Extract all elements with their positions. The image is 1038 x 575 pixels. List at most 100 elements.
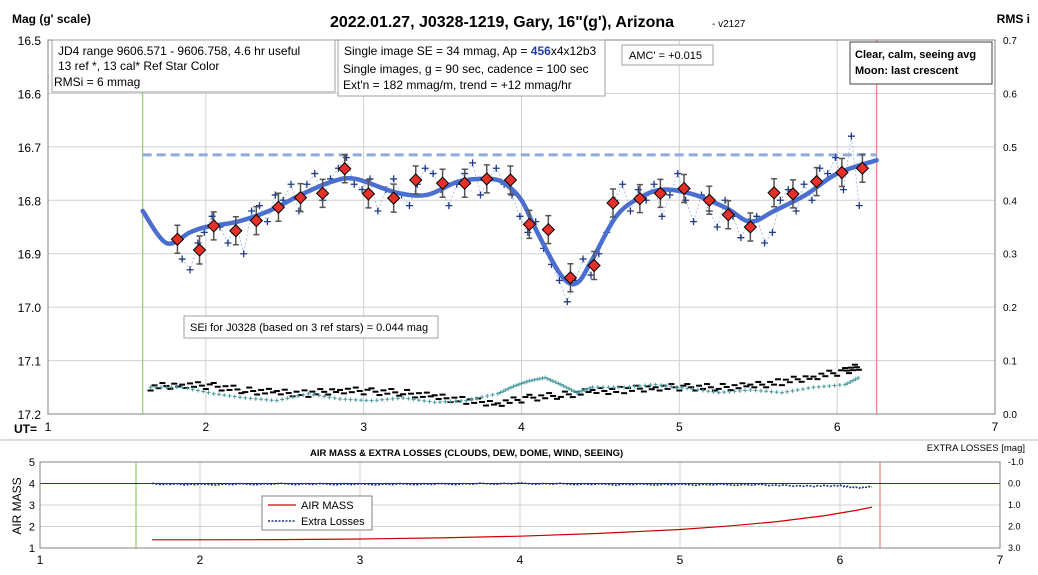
binned-average-point [767,186,781,200]
rms-target-mark [685,386,690,391]
binned-average-point [293,190,308,205]
rms-target-mark [385,397,390,402]
single-image-point [405,202,413,210]
rms-target-mark [632,384,637,389]
rms-target-mark [401,395,406,400]
top-y2-tick-label: 0.3 [1003,250,1017,261]
binned-average-point [503,173,518,187]
rms-target-mark [216,392,221,397]
legend-air-mass-label: AIR MASS [301,500,354,512]
rms-target-mark [359,398,364,403]
bottom-x-tick-label: 7 [997,553,1004,567]
rms-target-mark [458,398,463,403]
binned-average-point [587,258,601,273]
top-x-tick-label: 7 [992,420,999,434]
bottom-x-tick-label: 3 [357,553,364,567]
rms-target-mark [153,385,158,390]
rms-target-mark [190,387,195,392]
rms-target-mark [480,395,485,400]
rms-target-mark [185,386,190,391]
rms-target-mark [353,397,358,402]
top-y-tick-label: 16.5 [18,34,42,48]
top-y2-tick-label: 0.7 [1003,36,1017,47]
chart-version: - v2127 [712,19,746,30]
single-image-point [792,207,800,215]
rms-target-mark [537,376,542,381]
rms-target-mark [543,375,548,380]
rms-target-mark [850,378,855,383]
single-image-point [847,132,855,140]
bottom-plot-frame [39,461,1001,549]
binned-average-point [338,162,352,176]
rms-target-mark [582,387,587,392]
binned-average-point [435,176,450,190]
info-range-line3: RMSi = 6 mmag [54,75,140,89]
rms-target-mark [369,398,374,403]
binned-average-point [271,200,286,214]
binned-average-point [677,181,691,196]
bottom-tick-labels: 1 2 3 4 5 6 7 5 4 3 2 1 -1.0 0.0 1.0 2.0 3.0 [29,457,1024,567]
binned-average-point [563,271,578,285]
bottom-x-tick-label: 4 [517,553,524,567]
top-gridlines [48,40,995,414]
bottom-y2-tick-label: 2.0 [1008,522,1021,532]
top-x-tick-label: 2 [202,420,209,434]
bottom-y2-tick-label: -1.0 [1008,457,1024,467]
top-x-tick-label: 3 [360,420,367,434]
rms-target-mark [561,383,566,388]
rms-target-mark [503,387,508,392]
single-image-point [579,255,587,263]
bottom-y-tick-label: 5 [29,457,35,469]
rms-target-mark [390,396,395,401]
rms-target-mark [332,396,337,401]
single-image-point [808,196,816,204]
bottom-x-tick-label: 2 [197,553,204,567]
single-image-point [776,196,784,204]
single-image-point [178,255,186,263]
rms-target-mark [511,384,516,389]
single-image-point [666,191,674,199]
rms-target-mark [843,382,848,387]
top-y-tick-label: 16.6 [18,87,42,101]
rms-target-mark [658,383,663,388]
weather-box [849,41,993,85]
top-y2-tick-label: 0.4 [1003,196,1017,207]
rms-target-mark [572,389,577,394]
top-x-tick-label: 4 [518,420,525,434]
single-image-point [421,164,429,172]
single-image-point [240,250,248,258]
single-image-point [524,228,532,236]
rms-target-mark [795,387,800,392]
rms-target-mark [856,375,861,380]
info-image-ap: 456 [531,44,551,58]
rms-target-mark [764,389,769,394]
single-image-point [358,186,366,194]
rms-target-mark [753,388,758,393]
binned-average-point [249,213,264,228]
single-image-point [800,180,808,188]
top-y-tick-label: 17.1 [18,355,42,369]
bottom-y-tick-label: 1 [29,543,35,555]
rms-target-mark [606,385,611,390]
single-image-point [674,170,682,178]
top-y-tick-label: 16.8 [18,194,42,208]
binned-average-point [653,186,668,201]
rms-target-mark [580,388,585,393]
top-ylabel-left: Mag (g' scale) [12,12,91,26]
rms-target-mark [269,398,274,403]
binned-average-point [361,187,376,201]
info-image-line2: Single images, g = 90 sec, cadence = 100… [343,62,589,76]
info-box-range [51,39,336,93]
binned-average-point [786,187,800,201]
trend-fit-curve [140,157,879,287]
binned-average-point [192,243,207,257]
binned-average-point [315,186,330,201]
rms-target-mark [806,386,811,391]
bottom-x-tick-label: 5 [677,553,684,567]
binned-average-point [229,224,243,238]
rms-target-mark [527,378,532,383]
rms-target-mark [577,389,582,394]
bottom-ylabel-left: AIR MASS [10,477,24,534]
rms-target-mark [311,392,316,397]
rms-target-mark [637,383,642,388]
